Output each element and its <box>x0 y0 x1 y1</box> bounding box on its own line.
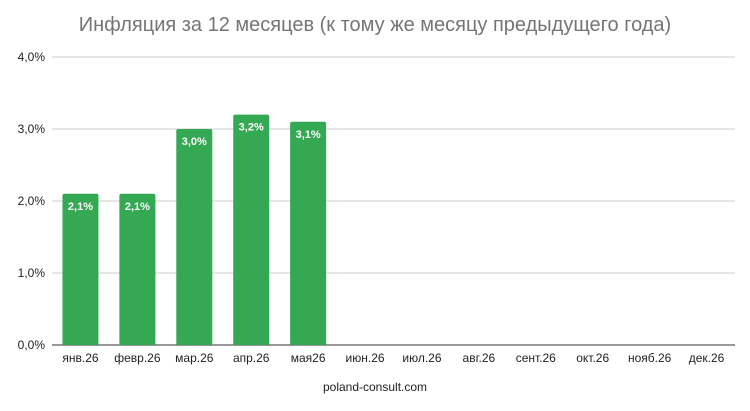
x-tick-label: сент.26 <box>516 351 556 365</box>
data-label: 3,2% <box>239 122 264 134</box>
data-label: 3,0% <box>182 136 207 148</box>
x-tick-label: февр.26 <box>114 351 161 365</box>
x-tick-label: июн.26 <box>346 351 385 365</box>
data-label: 3,1% <box>296 129 321 141</box>
bar <box>233 114 270 345</box>
x-tick-label: апр.26 <box>233 351 270 365</box>
y-tick-label: 4,0% <box>18 50 46 64</box>
x-tick-label: мар.26 <box>175 351 214 365</box>
y-tick-label: 1,0% <box>18 266 46 280</box>
data-label: 2,1% <box>125 201 150 213</box>
bar <box>176 129 213 345</box>
x-tick-label: нояб.26 <box>628 351 672 365</box>
x-tick-label: окт.26 <box>576 351 609 365</box>
x-axis-title: poland-consult.com <box>322 380 428 394</box>
x-tick-label: авг.26 <box>463 351 496 365</box>
x-tick-label: мая26 <box>291 351 326 365</box>
y-tick-label: 3,0% <box>18 122 46 136</box>
data-label: 2,1% <box>68 201 93 213</box>
y-tick-label: 2,0% <box>18 194 46 208</box>
chart-title: Инфляция за 12 месяцев (к тому же месяцу… <box>78 14 672 36</box>
bar <box>62 193 99 345</box>
bar <box>290 121 327 345</box>
bar <box>119 193 156 345</box>
x-tick-label: июл.26 <box>402 351 441 365</box>
y-tick-label: 0,0% <box>18 338 46 352</box>
x-tick-label: дек.26 <box>689 351 725 365</box>
x-tick-label: янв.26 <box>62 351 99 365</box>
